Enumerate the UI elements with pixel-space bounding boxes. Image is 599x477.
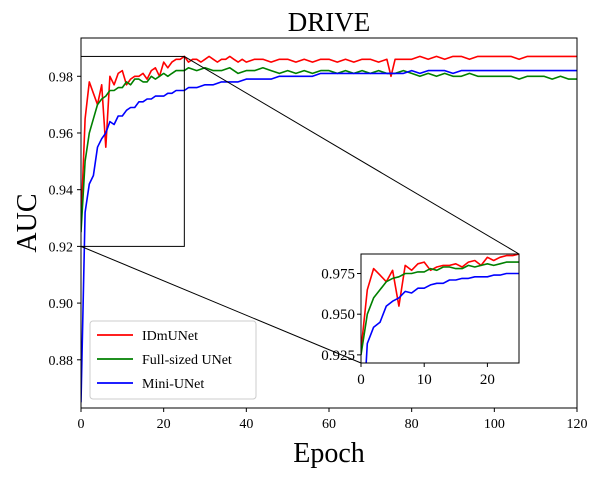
inset-y-tick-label: 0.975	[321, 267, 355, 283]
y-axis-label: AUC	[12, 193, 43, 252]
x-tick-label: 120	[567, 417, 588, 432]
legend-label-full-sized-unet: Full-sized UNet	[142, 353, 232, 368]
inset-series-group	[361, 254, 519, 363]
x-axis-ticks: 0 20 40 60 80 100 120	[78, 408, 588, 432]
inset-series-line-full-sized-unet	[361, 261, 519, 356]
y-axis-ticks: 0.88 0.90 0.92 0.94 0.96 0.98	[49, 70, 81, 369]
x-tick-label: 80	[405, 417, 419, 432]
series-line-full-sized-unet	[81, 67, 577, 233]
y-tick-label: 0.96	[49, 127, 74, 142]
x-tick-label: 60	[322, 417, 336, 432]
inset-x-ticks: 0 10 20	[357, 363, 495, 388]
inset-x-tick-label: 0	[357, 372, 365, 388]
inset-zoom-plot: 0 10 20 0.925 0.950 0.975	[321, 253, 520, 388]
inset-y-tick-label: 0.950	[321, 307, 355, 323]
x-tick-label: 40	[239, 417, 253, 432]
main-series-group	[81, 55, 577, 403]
y-tick-label: 0.90	[49, 297, 74, 312]
x-tick-label: 0	[78, 417, 85, 432]
y-tick-label: 0.92	[49, 240, 74, 255]
inset-frame	[360, 253, 520, 364]
chart-title: DRIVE	[288, 7, 371, 37]
series-line-mini-unet	[81, 69, 577, 403]
inset-series-line-idmunet	[361, 254, 519, 351]
legend: IDmUNet Full-sized UNet Mini-UNet	[89, 320, 257, 400]
x-axis-label: Epoch	[293, 438, 365, 469]
zoom-connector-bottom	[80, 245, 362, 364]
inset-series-line-mini-unet	[365, 272, 519, 363]
x-tick-label: 100	[484, 417, 505, 432]
y-tick-label: 0.98	[49, 70, 74, 85]
inset-y-ticks: 0.925 0.950 0.975	[321, 267, 361, 364]
y-tick-label: 0.94	[49, 184, 74, 199]
zoom-connector-top	[184, 55, 520, 255]
legend-label-idmunet: IDmUNet	[142, 329, 198, 344]
series-line-idmunet	[81, 55, 577, 224]
inset-x-tick-label: 10	[417, 372, 432, 388]
inset-y-tick-label: 0.925	[321, 348, 355, 364]
inset-x-tick-label: 20	[480, 372, 495, 388]
x-tick-label: 20	[157, 417, 171, 432]
legend-box	[89, 320, 257, 400]
y-tick-label: 0.88	[49, 354, 74, 369]
legend-label-mini-unet: Mini-UNet	[142, 377, 204, 392]
